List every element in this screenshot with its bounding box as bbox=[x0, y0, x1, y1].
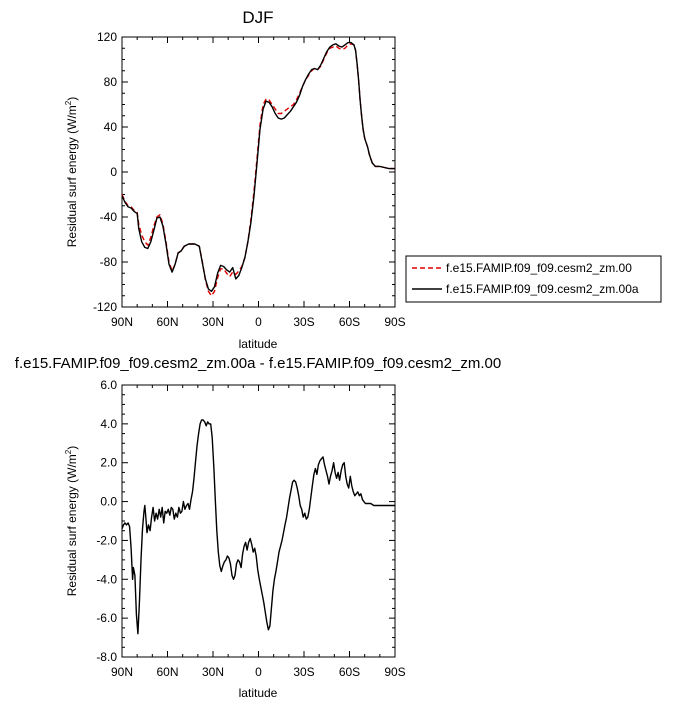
y-tick-label-1: 4.0 bbox=[100, 417, 117, 431]
chart-top-series bbox=[121, 41, 395, 297]
y-tick-label-7: -8.0 bbox=[96, 650, 117, 664]
chart-top-legend: f.e15.FAMIP.f09_f09.cesm2_zm.00 f.e15.FA… bbox=[405, 255, 662, 303]
y-tick-label-4: -40 bbox=[100, 210, 118, 224]
y-tick-label-6: -6.0 bbox=[96, 611, 117, 625]
chart-top: DJF 90N 60N 30N 0 30S 60S 90S 120 80 40 0 -40 -80 -12… bbox=[64, 8, 406, 329]
y-tick-label-6: -120 bbox=[93, 300, 117, 314]
x-tick-label-1: 60N bbox=[156, 665, 178, 679]
y-tick-label-3: 0.0 bbox=[100, 495, 117, 509]
x-tick-label-0: 90N bbox=[111, 315, 133, 329]
x-tick-label-2: 30N bbox=[202, 315, 224, 329]
chart-bottom-title: f.e15.FAMIP.f09_f09.cesm2_zm.00a - f.e15… bbox=[15, 355, 501, 372]
y-tick-label-2: 2.0 bbox=[100, 456, 117, 470]
x-tick-label-2: 30N bbox=[202, 665, 224, 679]
x-tick-label-5: 60S bbox=[339, 315, 360, 329]
series-line-1 bbox=[121, 419, 395, 635]
legend-label-series-2: f.e15.FAMIP.f09_f09.cesm2_zm.00a bbox=[446, 282, 639, 296]
x-tick-label-4: 30S bbox=[293, 315, 314, 329]
y-tick-label-5: -4.0 bbox=[96, 572, 117, 586]
x-tick-label-6: 90S bbox=[384, 315, 405, 329]
y-tick-label-1: 80 bbox=[104, 75, 118, 89]
chart-top-plot-frame bbox=[121, 36, 396, 308]
x-tick-label-3: 0 bbox=[255, 665, 262, 679]
y-tick-label-0: 120 bbox=[97, 30, 117, 44]
chart-bottom-ticks: 90N 60N 30N 0 30S 60S 90S 6.0 4.0 2.0 0.0 -2.0 -4.0 -… bbox=[96, 378, 405, 679]
x-tick-label-0: 90N bbox=[111, 665, 133, 679]
series-line-1 bbox=[121, 43, 395, 297]
chart-bottom-y-axis-label: Residual surf energy (W/m2) bbox=[64, 446, 79, 597]
y-tick-label-2: 40 bbox=[104, 120, 118, 134]
chart-bottom: f.e15.FAMIP.f09_f09.cesm2_zm.00a - f.e15… bbox=[15, 355, 501, 700]
legend-label-series-1: f.e15.FAMIP.f09_f09.cesm2_zm.00 bbox=[446, 261, 632, 275]
chart-top-y-axis-label: Residual surf energy (W/m2) bbox=[64, 97, 79, 248]
series-line-2 bbox=[121, 41, 395, 292]
chart-top-ticks: 90N 60N 30N 0 30S 60S 90S 120 80 40 0 -40 -80 -120 bbox=[93, 30, 406, 329]
x-tick-label-6: 90S bbox=[384, 665, 405, 679]
x-tick-label-3: 0 bbox=[255, 315, 262, 329]
x-tick-label-5: 60S bbox=[339, 665, 360, 679]
y-tick-label-5: -80 bbox=[100, 255, 118, 269]
y-tick-label-0: 6.0 bbox=[100, 378, 117, 392]
y-tick-label-4: -2.0 bbox=[96, 533, 117, 547]
chart-top-title: DJF bbox=[242, 8, 273, 27]
chart-top-x-axis-label: latitude bbox=[239, 337, 278, 351]
y-tick-label-3: 0 bbox=[110, 165, 117, 179]
legend-box bbox=[405, 255, 662, 303]
chart-bottom-series bbox=[121, 419, 395, 635]
x-tick-label-1: 60N bbox=[156, 315, 178, 329]
chart-bottom-x-axis-label: latitude bbox=[239, 686, 278, 700]
x-tick-label-4: 30S bbox=[293, 665, 314, 679]
